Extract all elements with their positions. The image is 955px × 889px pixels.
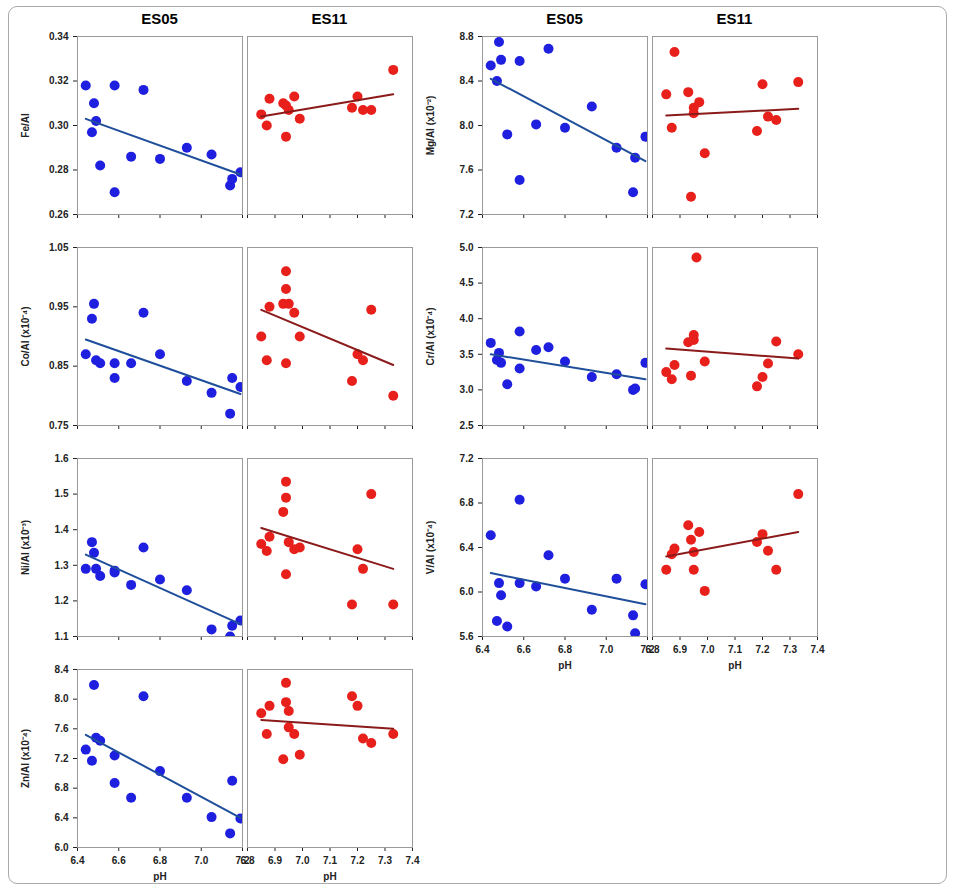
svg-text:6.8: 6.8 — [241, 855, 255, 866]
svg-text:6.8: 6.8 — [153, 855, 167, 866]
svg-text:8.0: 8.0 — [460, 120, 474, 131]
svg-text:pH: pH — [323, 871, 336, 882]
html-text:ES11: ES11 — [311, 10, 348, 27]
svg-text:V/Al (x10⁻⁴): V/Al (x10⁻⁴) — [425, 521, 436, 575]
svg-text:Ni/Al (x10⁻³): Ni/Al (x10⁻³) — [20, 520, 31, 575]
svg-text:6.4: 6.4 — [71, 855, 85, 866]
svg-text:7.6: 7.6 — [55, 723, 69, 734]
svg-text:pH: pH — [558, 660, 571, 671]
svg-text:6.4: 6.4 — [476, 644, 490, 655]
svg-text:6.8: 6.8 — [646, 644, 660, 655]
svg-text:7.2: 7.2 — [460, 209, 474, 220]
svg-text:6.0: 6.0 — [55, 842, 69, 853]
svg-text:3.0: 3.0 — [460, 384, 474, 395]
svg-text:7.3: 7.3 — [378, 855, 392, 866]
svg-text:6.9: 6.9 — [673, 644, 687, 655]
svg-text:8.0: 8.0 — [55, 693, 69, 704]
svg-text:5.0: 5.0 — [460, 242, 474, 253]
html-text:ES11: ES11 — [716, 10, 753, 27]
svg-text:6.8: 6.8 — [460, 497, 474, 508]
svg-text:Mg/Al (x10⁻²): Mg/Al (x10⁻²) — [425, 96, 436, 156]
svg-text:7.4: 7.4 — [406, 855, 420, 866]
html-text:ES05: ES05 — [141, 10, 178, 27]
html-text:ES05: ES05 — [546, 10, 583, 27]
svg-text:1.2: 1.2 — [55, 595, 69, 606]
svg-text:Fe/Al: Fe/Al — [20, 113, 31, 138]
svg-text:Zn/Al (x10⁻⁴): Zn/Al (x10⁻⁴) — [20, 729, 31, 788]
svg-text:7.6: 7.6 — [460, 164, 474, 175]
svg-text:7.2: 7.2 — [460, 453, 474, 464]
svg-text:pH: pH — [153, 871, 166, 882]
svg-text:2.5: 2.5 — [460, 420, 474, 431]
svg-text:7.1: 7.1 — [728, 644, 742, 655]
svg-text:Cr/Al (x10⁻⁴): Cr/Al (x10⁻⁴) — [425, 308, 436, 366]
svg-text:1.5: 1.5 — [55, 488, 69, 499]
svg-text:8.4: 8.4 — [460, 75, 474, 86]
svg-text:7.4: 7.4 — [811, 644, 825, 655]
svg-text:7.0: 7.0 — [296, 855, 310, 866]
svg-text:1.05: 1.05 — [49, 242, 69, 253]
svg-text:7.0: 7.0 — [599, 644, 613, 655]
svg-text:0.75: 0.75 — [49, 420, 69, 431]
svg-text:6.9: 6.9 — [268, 855, 282, 866]
svg-text:7.1: 7.1 — [323, 855, 337, 866]
svg-text:4.0: 4.0 — [460, 313, 474, 324]
svg-text:4.5: 4.5 — [460, 277, 474, 288]
svg-text:6.4: 6.4 — [55, 812, 69, 823]
svg-text:0.30: 0.30 — [49, 120, 69, 131]
svg-text:6.8: 6.8 — [558, 644, 572, 655]
svg-text:0.85: 0.85 — [49, 360, 69, 371]
svg-text:7.3: 7.3 — [783, 644, 797, 655]
svg-text:1.1: 1.1 — [55, 631, 69, 642]
svg-text:1.3: 1.3 — [55, 560, 69, 571]
svg-text:0.34: 0.34 — [49, 31, 69, 42]
svg-text:1.6: 1.6 — [55, 453, 69, 464]
svg-text:6.4: 6.4 — [460, 542, 474, 553]
svg-text:Co/Al (x10⁻⁴): Co/Al (x10⁻⁴) — [20, 306, 31, 366]
svg-text:6.6: 6.6 — [112, 855, 126, 866]
svg-text:3.5: 3.5 — [460, 349, 474, 360]
svg-text:7.0: 7.0 — [701, 644, 715, 655]
svg-text:8.8: 8.8 — [460, 31, 474, 42]
svg-text:7.2: 7.2 — [756, 644, 770, 655]
svg-text:1.4: 1.4 — [55, 524, 69, 535]
svg-text:5.6: 5.6 — [460, 631, 474, 642]
svg-text:0.28: 0.28 — [49, 164, 69, 175]
svg-text:8.4: 8.4 — [55, 664, 69, 675]
svg-text:0.26: 0.26 — [49, 209, 69, 220]
svg-text:7.2: 7.2 — [55, 753, 69, 764]
svg-text:7.2: 7.2 — [351, 855, 365, 866]
svg-text:6.0: 6.0 — [460, 586, 474, 597]
svg-text:pH: pH — [728, 660, 741, 671]
svg-text:7.0: 7.0 — [194, 855, 208, 866]
svg-text:6.8: 6.8 — [55, 782, 69, 793]
svg-text:0.32: 0.32 — [49, 75, 69, 86]
svg-text:6.6: 6.6 — [517, 644, 531, 655]
svg-text:0.95: 0.95 — [49, 301, 69, 312]
